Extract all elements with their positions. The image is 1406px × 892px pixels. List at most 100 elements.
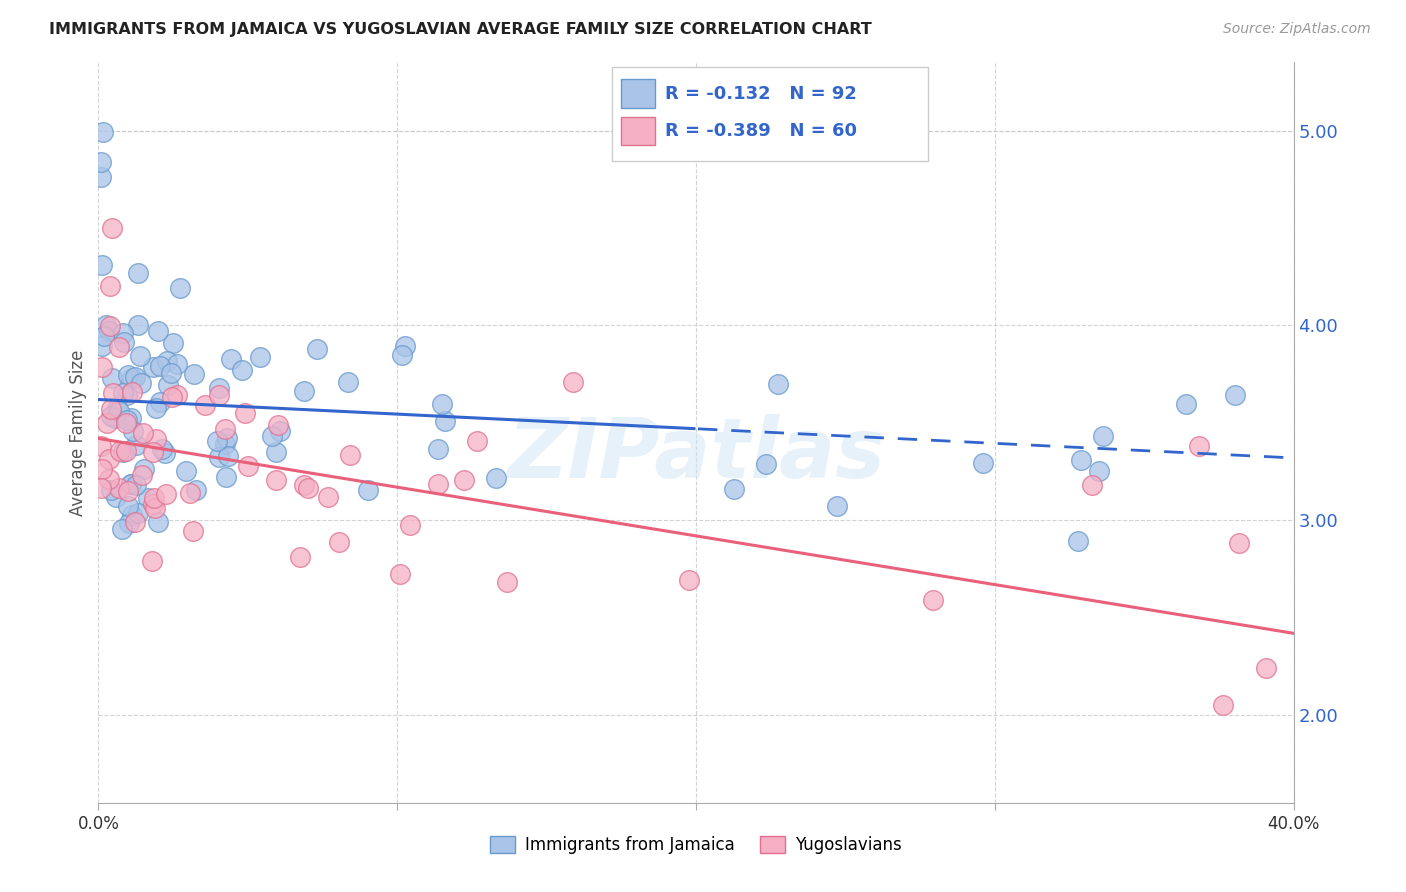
Point [112, 326, 135, 341]
Point [394, 339, 416, 353]
Point [233, 406, 256, 420]
Text: R = -0.132   N = 92: R = -0.132 N = 92 [665, 85, 856, 103]
Point [217, 449, 239, 463]
Point [723, 482, 745, 496]
Point [430, 397, 453, 411]
Point [90, 169, 112, 184]
Point [292, 478, 315, 492]
Point [205, 434, 228, 448]
Point [305, 342, 328, 356]
Point [1067, 533, 1090, 548]
Point [148, 394, 170, 409]
Point [115, 417, 138, 431]
Point [121, 371, 143, 385]
Point [337, 375, 360, 389]
Point [118, 516, 141, 530]
Point [214, 437, 236, 451]
Point [117, 368, 139, 383]
Point [91, 338, 114, 352]
Point [101, 385, 124, 400]
Point [142, 497, 165, 511]
Point [1188, 439, 1211, 453]
Point [90, 482, 112, 496]
Point [131, 468, 153, 483]
Point [152, 442, 174, 457]
Point [1256, 660, 1278, 674]
Point [117, 484, 139, 499]
Point [922, 593, 945, 607]
Point [465, 434, 488, 449]
Point [91, 359, 114, 374]
Point [249, 350, 271, 364]
Point [183, 524, 205, 538]
Point [115, 388, 138, 402]
Point [136, 491, 159, 505]
Point [100, 483, 122, 497]
Point [100, 401, 122, 416]
Point [398, 517, 420, 532]
Point [111, 522, 134, 536]
Point [427, 442, 450, 457]
Point [141, 360, 163, 375]
Point [297, 481, 319, 495]
Point [215, 469, 238, 483]
Point [186, 483, 208, 497]
Point [121, 384, 143, 399]
Point [97, 472, 120, 486]
Point [120, 476, 142, 491]
Point [93, 329, 115, 343]
Point [127, 318, 149, 333]
Point [90, 439, 112, 453]
Point [149, 359, 172, 373]
Point [108, 340, 131, 354]
Point [141, 553, 163, 567]
Point [143, 500, 166, 515]
Point [143, 491, 166, 506]
Point [207, 387, 229, 401]
Point [267, 418, 290, 433]
Point [117, 412, 139, 426]
Point [127, 506, 149, 520]
Point [561, 375, 583, 389]
Point [117, 499, 139, 513]
Point [160, 390, 183, 404]
Point [221, 351, 243, 366]
Point [156, 354, 179, 368]
Point [111, 444, 134, 458]
Text: R = -0.389   N = 60: R = -0.389 N = 60 [665, 122, 858, 140]
Point [1212, 698, 1234, 713]
Point [129, 349, 152, 363]
Point [678, 573, 700, 587]
Point [208, 381, 231, 395]
Point [112, 386, 135, 401]
Point [145, 401, 167, 415]
Point [104, 491, 127, 505]
Point [100, 221, 122, 235]
Point [825, 499, 848, 513]
Point [214, 422, 236, 436]
Point [153, 446, 176, 460]
Point [91, 259, 114, 273]
Point [1225, 388, 1247, 402]
Point [1174, 396, 1197, 410]
Point [90, 155, 112, 169]
Point [208, 450, 231, 464]
Point [97, 451, 120, 466]
Point [174, 464, 197, 478]
Point [98, 324, 121, 338]
Point [100, 409, 122, 424]
Point [105, 401, 128, 416]
Point [120, 477, 142, 491]
Point [166, 388, 188, 402]
Point [134, 461, 156, 475]
Point [328, 534, 350, 549]
Point [357, 483, 380, 498]
Point [766, 377, 789, 392]
Point [1227, 535, 1250, 549]
Point [98, 279, 121, 293]
Text: IMMIGRANTS FROM JAMAICA VS YUGOSLAVIAN AVERAGE FAMILY SIZE CORRELATION CHART: IMMIGRANTS FROM JAMAICA VS YUGOSLAVIAN A… [49, 22, 872, 37]
Point [100, 318, 122, 333]
Point [124, 370, 146, 384]
Point [125, 438, 148, 452]
Point [166, 357, 188, 371]
